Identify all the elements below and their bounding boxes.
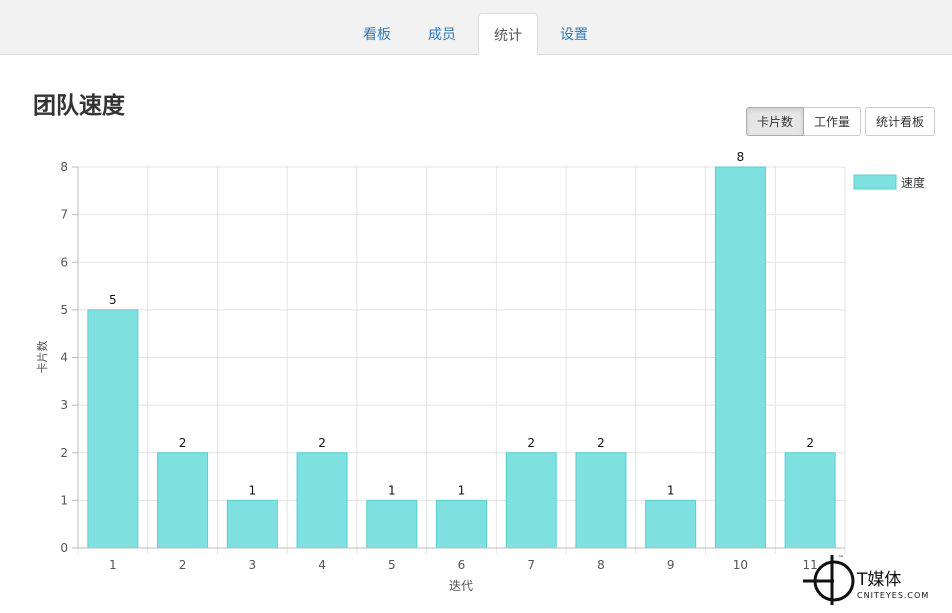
data-label: 2 bbox=[527, 436, 535, 450]
x-tick-label: 4 bbox=[318, 558, 326, 572]
legend-swatch bbox=[853, 174, 897, 190]
bar bbox=[505, 452, 557, 549]
data-label: 2 bbox=[806, 436, 814, 450]
y-tick-label: 1 bbox=[60, 493, 68, 507]
data-label: 1 bbox=[667, 483, 675, 497]
data-label: 2 bbox=[597, 436, 605, 450]
tab-members[interactable]: 成员 bbox=[428, 26, 456, 43]
x-axis-label: 迭代 bbox=[449, 579, 473, 593]
x-tick-label: 3 bbox=[248, 558, 256, 572]
stats-board-button[interactable]: 统计看板 bbox=[865, 107, 935, 136]
x-tick-label: 2 bbox=[179, 558, 187, 572]
data-label: 2 bbox=[179, 436, 187, 450]
bar bbox=[366, 499, 418, 549]
y-tick-label: 4 bbox=[60, 351, 68, 365]
bar bbox=[714, 166, 766, 549]
bar bbox=[157, 452, 209, 549]
x-tick-label: 7 bbox=[527, 558, 535, 572]
page-title: 团队速度 bbox=[33, 93, 125, 119]
logo-site: CNITEYES.COM bbox=[857, 591, 929, 600]
tab-settings[interactable]: 设置 bbox=[560, 26, 588, 43]
y-tick-label: 5 bbox=[60, 303, 68, 317]
data-label: 2 bbox=[318, 436, 326, 450]
data-label: 1 bbox=[248, 483, 256, 497]
data-label: 8 bbox=[737, 150, 745, 164]
y-tick-label: 8 bbox=[60, 160, 68, 174]
bar bbox=[87, 309, 139, 549]
top-nav: 看板 成员 统计 设置 bbox=[0, 0, 952, 55]
bar bbox=[575, 452, 627, 549]
legend: 速度 bbox=[853, 174, 925, 190]
y-axis-label: 卡片数 bbox=[36, 341, 49, 374]
bar bbox=[436, 499, 487, 549]
x-tick-label: 1 bbox=[109, 558, 117, 572]
tab-statistics[interactable]: 统计 bbox=[478, 13, 538, 55]
y-tick-label: 3 bbox=[60, 398, 68, 412]
bar bbox=[645, 499, 697, 549]
legend-label: 速度 bbox=[901, 175, 925, 190]
x-tick-label: 8 bbox=[597, 558, 605, 572]
bar bbox=[226, 499, 278, 549]
x-tick-label: 6 bbox=[458, 558, 466, 572]
cards-toggle-button[interactable]: 卡片数 bbox=[746, 107, 804, 136]
workload-toggle-button[interactable]: 工作量 bbox=[804, 107, 861, 136]
bar bbox=[784, 452, 836, 549]
x-tick-label: 10 bbox=[733, 558, 748, 572]
chart-grid bbox=[77, 166, 846, 554]
x-tick-label: 9 bbox=[667, 558, 675, 572]
chart-bars bbox=[87, 166, 836, 549]
y-tick-label: 6 bbox=[60, 255, 68, 269]
data-label: 1 bbox=[388, 483, 396, 497]
data-label: 5 bbox=[109, 293, 117, 307]
metric-toggle-group: 卡片数 工作量 bbox=[746, 107, 861, 136]
y-tick-label: 0 bbox=[60, 541, 68, 555]
bar bbox=[296, 452, 348, 549]
y-tick-label: 7 bbox=[60, 208, 68, 222]
tab-kanban[interactable]: 看板 bbox=[363, 26, 391, 43]
chart-data-labels: 5 2 1 2 1 1 2 2 1 8 2 bbox=[109, 150, 814, 497]
y-tick-label: 2 bbox=[60, 446, 68, 460]
logo-brand: T媒体 bbox=[856, 570, 901, 590]
data-label: 1 bbox=[458, 483, 466, 497]
logo-tm: ™ bbox=[838, 555, 844, 562]
watermark-logo: ™ T媒体 CNITEYES.COM bbox=[800, 553, 948, 609]
x-tick-label: 5 bbox=[388, 558, 396, 572]
